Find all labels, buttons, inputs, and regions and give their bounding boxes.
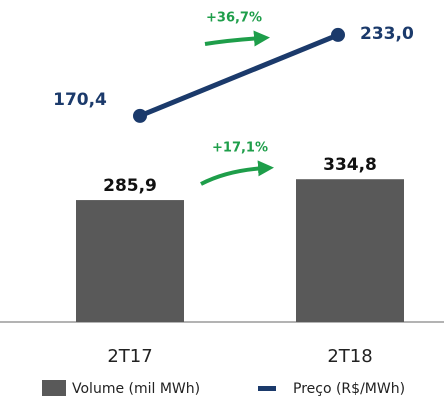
- data-label: 233,0: [360, 24, 414, 44]
- arrow: [204, 30, 270, 47]
- bar: [76, 200, 184, 322]
- annotation: +36,7%: [206, 11, 262, 26]
- data-label: 170,4: [53, 90, 107, 110]
- legend-label: Preço (R$/MWh): [293, 381, 405, 397]
- arrow: [200, 160, 274, 186]
- line-point: [133, 108, 147, 123]
- x-tick-label: 2T18: [327, 346, 372, 367]
- bar: [296, 179, 404, 322]
- legend-swatch: [42, 380, 66, 396]
- line-point: [331, 27, 345, 42]
- x-tick-label: 2T17: [107, 346, 152, 367]
- legend-swatch: [258, 386, 276, 391]
- data-label: 334,8: [323, 155, 377, 175]
- annotation: +17,1%: [212, 141, 268, 156]
- legend-label: Volume (mil MWh): [72, 381, 200, 397]
- line: [139, 32, 339, 119]
- data-label: 285,9: [103, 176, 157, 196]
